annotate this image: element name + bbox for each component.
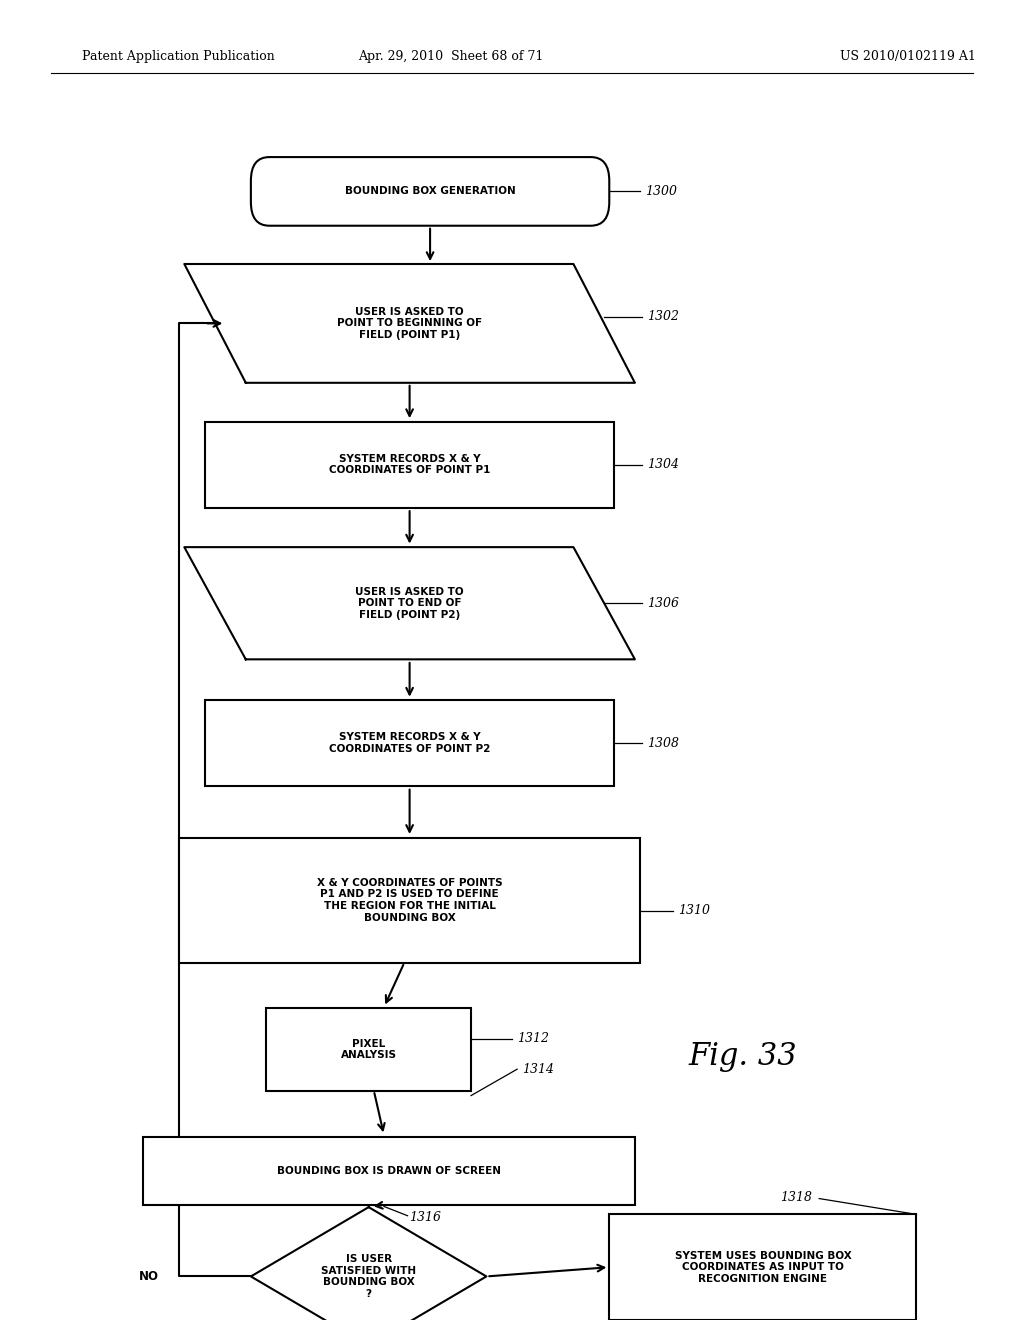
Polygon shape <box>251 1206 486 1320</box>
Text: 1310: 1310 <box>678 904 710 917</box>
Bar <box>205 701 614 787</box>
Text: 1308: 1308 <box>647 737 679 750</box>
Text: USER IS ASKED TO
POINT TO END OF
FIELD (POINT P2): USER IS ASKED TO POINT TO END OF FIELD (… <box>355 586 464 620</box>
Text: 1304: 1304 <box>647 458 679 471</box>
FancyBboxPatch shape <box>251 157 609 226</box>
Text: PIXEL
ANALYSIS: PIXEL ANALYSIS <box>341 1039 396 1060</box>
Text: 1316: 1316 <box>410 1210 441 1224</box>
Text: IS USER
SATISFIED WITH
BOUNDING BOX
?: IS USER SATISFIED WITH BOUNDING BOX ? <box>322 1254 416 1299</box>
Text: Fig. 33: Fig. 33 <box>688 1040 797 1072</box>
Text: SYSTEM RECORDS X & Y
COORDINATES OF POINT P1: SYSTEM RECORDS X & Y COORDINATES OF POIN… <box>329 454 490 475</box>
Text: SYSTEM RECORDS X & Y
COORDINATES OF POINT P2: SYSTEM RECORDS X & Y COORDINATES OF POIN… <box>329 733 490 754</box>
Text: BOUNDING BOX IS DRAWN OF SCREEN: BOUNDING BOX IS DRAWN OF SCREEN <box>278 1166 501 1176</box>
Text: 1314: 1314 <box>522 1063 554 1076</box>
Bar <box>266 1008 471 1090</box>
Text: 1306: 1306 <box>647 597 679 610</box>
Text: Apr. 29, 2010  Sheet 68 of 71: Apr. 29, 2010 Sheet 68 of 71 <box>357 50 544 63</box>
Polygon shape <box>184 264 635 383</box>
Text: 1300: 1300 <box>645 185 677 198</box>
Text: X & Y COORDINATES OF POINTS
P1 AND P2 IS USED TO DEFINE
THE REGION FOR THE INITI: X & Y COORDINATES OF POINTS P1 AND P2 IS… <box>316 878 503 923</box>
Bar <box>179 837 640 964</box>
Text: NO: NO <box>138 1270 159 1283</box>
Text: SYSTEM USES BOUNDING BOX
COORDINATES AS INPUT TO
RECOGNITION ENGINE: SYSTEM USES BOUNDING BOX COORDINATES AS … <box>675 1250 851 1284</box>
Bar <box>205 421 614 507</box>
Text: 1312: 1312 <box>517 1032 549 1045</box>
Text: BOUNDING BOX GENERATION: BOUNDING BOX GENERATION <box>345 186 515 197</box>
Bar <box>609 1214 916 1320</box>
Bar <box>143 1137 635 1205</box>
Text: Patent Application Publication: Patent Application Publication <box>82 50 274 63</box>
Text: USER IS ASKED TO
POINT TO BEGINNING OF
FIELD (POINT P1): USER IS ASKED TO POINT TO BEGINNING OF F… <box>337 306 482 341</box>
Polygon shape <box>184 546 635 659</box>
Text: 1318: 1318 <box>780 1191 812 1204</box>
Text: US 2010/0102119 A1: US 2010/0102119 A1 <box>840 50 976 63</box>
Text: 1302: 1302 <box>647 310 679 323</box>
